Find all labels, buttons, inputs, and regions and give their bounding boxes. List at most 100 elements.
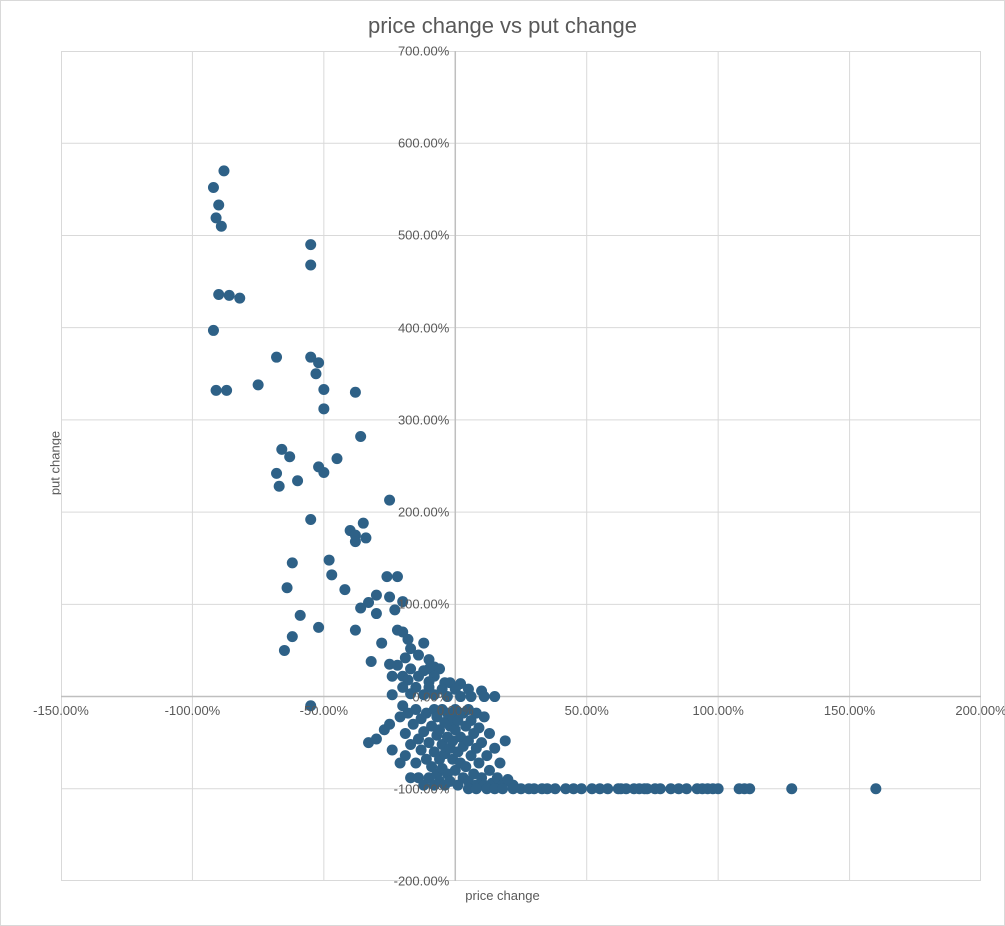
data-point <box>310 368 321 379</box>
data-point <box>402 634 413 645</box>
data-point <box>326 569 337 580</box>
data-point <box>271 468 282 479</box>
data-point <box>318 384 329 395</box>
data-point <box>313 622 324 633</box>
data-point <box>213 200 224 211</box>
data-point <box>494 757 505 768</box>
data-point <box>371 608 382 619</box>
data-point <box>410 704 421 715</box>
data-point <box>384 591 395 602</box>
plot-area: -150.00%-100.00%-50.00%0.00%50.00%100.00… <box>61 51 981 881</box>
data-point <box>602 783 613 794</box>
data-point <box>287 631 298 642</box>
data-point <box>224 290 235 301</box>
data-point <box>211 385 222 396</box>
data-point <box>350 387 361 398</box>
data-point <box>786 783 797 794</box>
data-point <box>473 722 484 733</box>
data-point <box>744 783 755 794</box>
y-tick-label: 300.00% <box>398 412 449 427</box>
data-point <box>387 689 398 700</box>
data-point <box>479 691 490 702</box>
data-point <box>387 745 398 756</box>
data-point <box>384 719 395 730</box>
x-tick-label: 50.00% <box>565 703 609 718</box>
data-point <box>384 495 395 506</box>
data-point <box>418 638 429 649</box>
data-point <box>455 691 466 702</box>
scatter-chart: price change vs put change put change pr… <box>0 0 1005 926</box>
data-point <box>279 645 290 656</box>
data-point <box>318 403 329 414</box>
x-tick-label: -50.00% <box>300 703 348 718</box>
data-point <box>339 584 350 595</box>
data-point <box>489 743 500 754</box>
data-point <box>489 691 500 702</box>
chart-title: price change vs put change <box>1 13 1004 39</box>
data-point <box>305 514 316 525</box>
data-point <box>271 352 282 363</box>
data-point <box>479 711 490 722</box>
y-tick-label: -200.00% <box>394 874 450 889</box>
data-point <box>216 221 227 232</box>
x-tick-label: 100.00% <box>692 703 743 718</box>
data-point <box>355 431 366 442</box>
data-point <box>305 259 316 270</box>
data-point <box>413 671 424 682</box>
data-point <box>413 650 424 661</box>
data-point <box>253 379 264 390</box>
x-tick-label: 200.00% <box>955 703 1005 718</box>
data-point <box>550 783 561 794</box>
data-point <box>471 783 482 794</box>
data-point <box>381 571 392 582</box>
data-point <box>400 728 411 739</box>
data-point <box>713 783 724 794</box>
data-point <box>218 165 229 176</box>
data-point <box>366 656 377 667</box>
y-tick-label: 600.00% <box>398 136 449 151</box>
data-point <box>500 735 511 746</box>
data-point <box>497 783 508 794</box>
data-point <box>213 289 224 300</box>
data-point <box>292 475 303 486</box>
data-point <box>295 610 306 621</box>
y-tick-label: 0.00% <box>412 689 449 704</box>
data-point <box>332 453 343 464</box>
data-point <box>484 728 495 739</box>
y-tick-label: 100.00% <box>398 597 449 612</box>
x-tick-label: 150.00% <box>824 703 875 718</box>
data-point <box>324 555 335 566</box>
data-point <box>376 638 387 649</box>
data-point <box>234 293 245 304</box>
data-point <box>350 625 361 636</box>
data-point <box>681 783 692 794</box>
y-tick-label: -100.00% <box>394 781 450 796</box>
data-point <box>305 239 316 250</box>
data-point <box>282 582 293 593</box>
data-point <box>870 783 881 794</box>
y-tick-label: 500.00% <box>398 228 449 243</box>
plot-svg <box>61 51 981 881</box>
data-point <box>313 357 324 368</box>
y-tick-label: 200.00% <box>398 505 449 520</box>
data-point <box>221 385 232 396</box>
y-tick-label: 700.00% <box>398 44 449 59</box>
x-tick-label: -100.00% <box>165 703 221 718</box>
data-point <box>318 467 329 478</box>
x-tick-label: -150.00% <box>33 703 89 718</box>
data-point <box>355 603 366 614</box>
data-point <box>208 182 219 193</box>
data-point <box>466 691 477 702</box>
data-point <box>476 737 487 748</box>
data-point <box>208 325 219 336</box>
data-point <box>655 783 666 794</box>
data-point <box>576 783 587 794</box>
data-point <box>371 733 382 744</box>
x-axis-title: price change <box>1 888 1004 903</box>
data-point <box>392 571 403 582</box>
data-point <box>287 557 298 568</box>
data-point <box>387 671 398 682</box>
data-point <box>400 750 411 761</box>
x-tick-label: 0.00% <box>437 703 474 718</box>
data-point <box>360 532 371 543</box>
